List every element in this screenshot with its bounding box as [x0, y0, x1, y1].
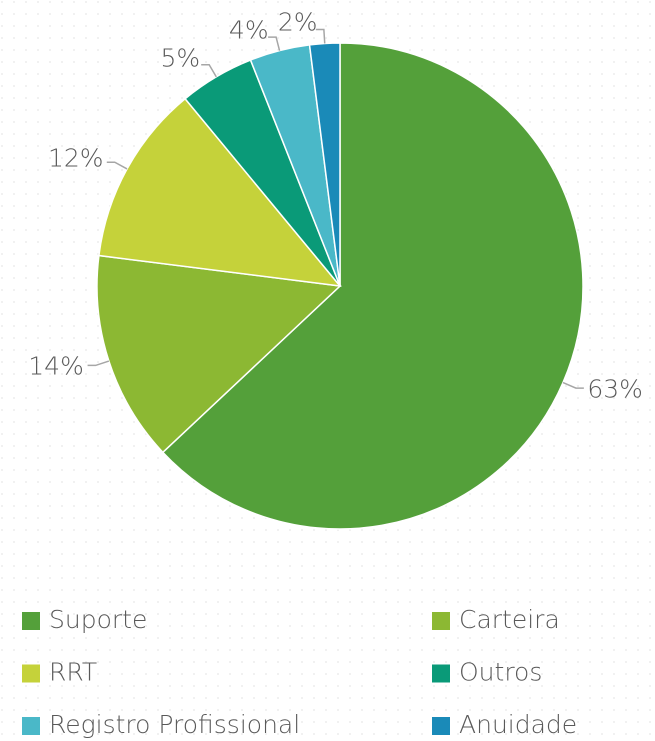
legend-swatch [22, 612, 40, 630]
pie-slice [98, 97, 342, 287]
pie-slice [96, 254, 342, 454]
pie-slice [161, 42, 584, 530]
legend-label: Registro Profissional [49, 710, 300, 739]
data-label: 12% [48, 143, 104, 172]
legend-swatch [22, 717, 40, 735]
legend-swatch [22, 664, 40, 683]
leader-line [268, 36, 281, 51]
leader-line [87, 360, 110, 367]
legend-label: RRT [49, 658, 97, 687]
legend-label: Outros [459, 658, 542, 687]
legend-swatch [432, 717, 450, 735]
data-label: 5% [160, 44, 200, 73]
data-label: 4% [229, 15, 269, 44]
data-label: 14% [28, 351, 84, 380]
legend-swatch [432, 612, 450, 630]
leader-line [201, 64, 217, 78]
data-label: 2% [278, 8, 318, 37]
legend-swatch [432, 664, 450, 683]
legend-label: Suporte [49, 605, 147, 634]
legend-label: Carteira [459, 605, 560, 634]
legend-label: Anuidade [459, 710, 577, 739]
data-label: 63% [587, 374, 643, 403]
leader-line [106, 161, 128, 170]
leader-line [562, 381, 584, 389]
leader-line [315, 28, 326, 44]
